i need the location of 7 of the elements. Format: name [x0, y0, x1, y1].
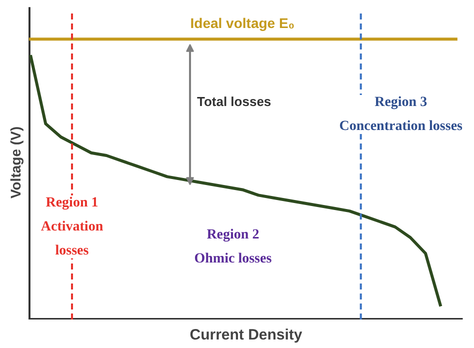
x-axis-title: Current Density	[190, 326, 303, 344]
annotation: Region 3 Concentration losses	[339, 95, 464, 134]
y-axis-title: Voltage (V)	[8, 126, 24, 199]
annotation: Region 1 Activation losses	[40, 195, 104, 258]
annotation: Total losses	[196, 94, 272, 109]
annotation: Region 2 Ohmic losses	[194, 227, 272, 266]
ref-line-label: Ideal voltage E₀	[190, 15, 295, 32]
